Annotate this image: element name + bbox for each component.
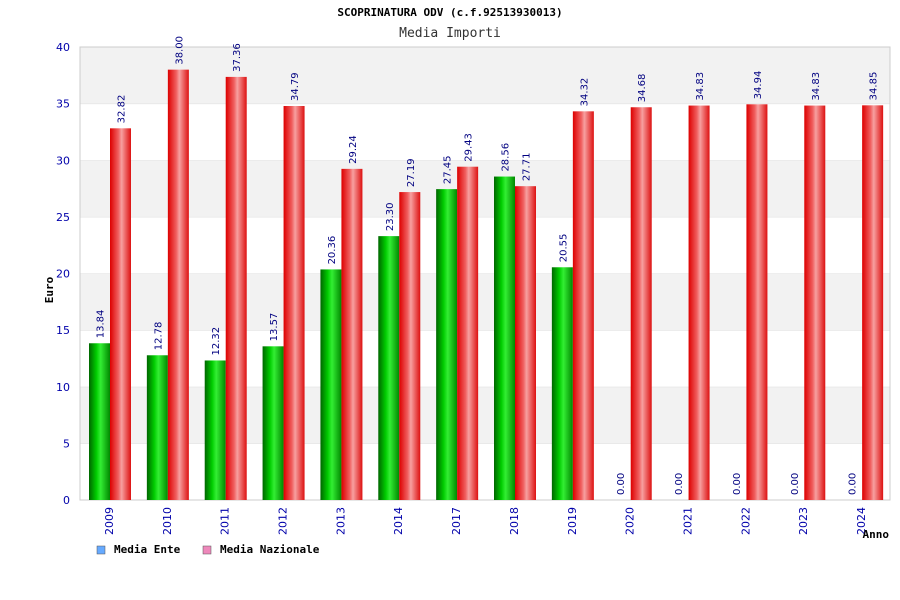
value-label-media-ente: 13.57	[269, 313, 280, 342]
grid-band	[80, 103, 890, 161]
value-label-media-ente: 20.55	[558, 234, 569, 263]
x-tick-label: 2014	[392, 507, 405, 535]
grid-band	[80, 330, 890, 387]
y-tick-label: 0	[63, 494, 70, 507]
value-label-media-nazionale: 34.79	[290, 72, 301, 101]
bar-media-ente	[494, 176, 515, 501]
x-tick-label: 2013	[334, 507, 347, 535]
bar-media-nazionale	[283, 106, 305, 501]
bar-media-ente	[320, 269, 342, 500]
x-tick-label: 2023	[797, 507, 810, 535]
value-label-media-nazionale: 27.19	[406, 158, 417, 187]
chart-subtitle: Media Importi	[399, 26, 501, 41]
grid-bands	[80, 46, 890, 500]
value-label-media-nazionale: 38.00	[174, 36, 185, 65]
bar-media-nazionale	[110, 128, 131, 500]
x-tick-label: 2020	[624, 507, 637, 535]
value-label-media-ente: 0.00	[732, 473, 743, 495]
bar-media-ente	[551, 267, 573, 500]
legend: Media Ente Media Nazionale	[96, 543, 320, 556]
y-tick-label: 40	[56, 41, 70, 54]
bar-media-nazionale	[688, 105, 710, 501]
value-label-media-nazionale: 37.36	[232, 43, 243, 72]
grid-band	[80, 47, 890, 104]
x-tick-label: 2018	[508, 507, 521, 535]
value-label-media-nazionale: 27.71	[522, 153, 533, 182]
y-tick-label: 5	[63, 437, 70, 450]
value-label-media-nazionale: 29.43	[464, 133, 475, 162]
value-labels: 13.84 32.82 12.78 38.00 12.32 37.36 13.57 34.79…	[96, 36, 880, 495]
bar-media-nazionale	[572, 111, 594, 501]
legend-swatch-media-ente	[96, 545, 106, 555]
bar-media-ente	[146, 355, 168, 500]
x-tick-label: 2024	[855, 507, 868, 535]
value-label-media-ente: 23.30	[385, 202, 396, 231]
y-tick-label: 25	[56, 211, 70, 224]
value-label-media-ente: 28.56	[501, 143, 512, 172]
bar-media-nazionale	[457, 166, 479, 500]
y-axis-ticks: 0 5 10 15 20 25 30 35 40	[56, 41, 70, 507]
bar-media-nazionale	[399, 192, 421, 501]
grid-band	[80, 273, 890, 331]
legend-swatch-media-nazionale	[202, 545, 212, 555]
legend-label-media-ente: Media Ente	[114, 543, 181, 556]
grid-band	[80, 386, 890, 444]
value-label-media-ente: 0.00	[848, 473, 859, 495]
bar-media-ente	[204, 360, 226, 500]
bar-media-nazionale	[862, 105, 884, 500]
grid-band	[80, 443, 890, 500]
x-tick-label: 2019	[566, 507, 579, 535]
grid-band	[80, 160, 890, 217]
bar-media-ente	[436, 189, 458, 500]
bar-media-ente	[378, 236, 400, 500]
x-tick-label: 2012	[277, 507, 290, 535]
value-label-media-ente: 0.00	[674, 473, 685, 495]
bar-media-nazionale	[341, 168, 363, 500]
grid-band	[80, 216, 890, 274]
y-tick-label: 15	[56, 324, 70, 337]
legend-label-media-nazionale: Media Nazionale	[220, 543, 320, 556]
chart-title: SCOPRINATURA ODV (c.f.92513930013)	[337, 6, 562, 19]
x-tick-label: 2017	[450, 507, 463, 535]
value-label-media-nazionale: 34.83	[695, 72, 706, 101]
value-label-media-ente: 0.00	[790, 473, 801, 495]
value-label-media-nazionale: 34.68	[637, 74, 648, 103]
value-label-media-nazionale: 32.82	[117, 95, 128, 124]
value-label-media-nazionale: 34.83	[811, 72, 822, 101]
x-axis-ticks: 2009 2010 2011 2012 2013 2014 2017 2018 2019 2020…	[103, 507, 868, 535]
y-axis-label: Euro	[43, 276, 56, 303]
plot-frame	[79, 46, 891, 501]
value-label-media-nazionale: 34.94	[753, 71, 764, 100]
x-tick-label: 2021	[682, 507, 695, 535]
bar-media-ente	[89, 343, 110, 500]
bars	[89, 69, 884, 501]
x-tick-label: 2011	[219, 507, 232, 535]
y-tick-label: 10	[56, 381, 70, 394]
bar-media-nazionale	[515, 186, 536, 500]
bar-media-nazionale	[746, 104, 768, 500]
y-tick-label: 30	[56, 154, 70, 167]
bar-media-nazionale	[225, 76, 247, 500]
value-label-media-nazionale: 34.32	[579, 78, 590, 107]
y-tick-label: 35	[56, 98, 70, 111]
x-tick-label: 2022	[739, 507, 752, 535]
bar-media-nazionale	[804, 105, 826, 501]
bar-media-nazionale	[630, 107, 652, 501]
x-tick-label: 2010	[161, 507, 174, 535]
value-label-media-nazionale: 34.85	[869, 72, 880, 101]
value-label-media-ente: 12.32	[211, 327, 222, 356]
x-axis-label: Anno	[863, 528, 890, 541]
y-tick-label: 20	[56, 268, 70, 281]
value-label-media-ente: 12.78	[153, 322, 164, 351]
bar-media-nazionale	[167, 69, 189, 501]
value-label-media-ente: 27.45	[443, 155, 454, 184]
bar-media-ente	[262, 346, 284, 500]
x-tick-label: 2009	[103, 507, 116, 535]
value-label-media-ente: 0.00	[616, 473, 627, 495]
value-label-media-ente: 13.84	[96, 310, 107, 339]
value-label-media-nazionale: 29.24	[348, 135, 359, 164]
value-label-media-ente: 20.36	[327, 236, 338, 265]
